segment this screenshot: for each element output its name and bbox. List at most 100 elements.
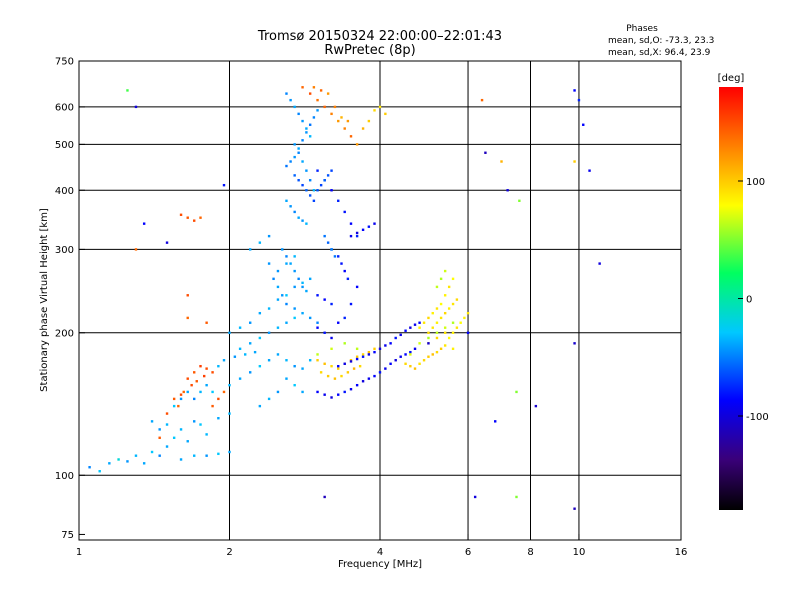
data-point	[409, 364, 412, 368]
data-point	[573, 160, 576, 163]
data-point	[276, 285, 280, 289]
data-point	[330, 336, 333, 340]
data-point	[285, 321, 288, 324]
data-point	[358, 364, 362, 368]
phases-x-line: mean, sd,X: 96.4, 23.9	[608, 48, 711, 58]
grid-lines	[79, 61, 681, 540]
data-point	[404, 329, 407, 332]
data-point	[316, 321, 319, 324]
data-point	[308, 123, 312, 126]
data-point	[238, 326, 242, 329]
data-point	[267, 331, 271, 334]
data-point	[267, 359, 271, 362]
data-point	[316, 353, 319, 356]
data-point	[349, 302, 353, 306]
data-point	[316, 326, 319, 329]
data-point	[418, 342, 421, 345]
data-point	[447, 336, 451, 340]
data-point	[308, 359, 312, 362]
data-point	[355, 357, 359, 361]
data-point	[258, 336, 262, 340]
data-point	[349, 234, 353, 238]
data-point	[399, 333, 402, 337]
data-point	[409, 326, 412, 329]
data-point	[431, 353, 434, 356]
data-point	[301, 390, 304, 394]
data-point	[211, 371, 214, 374]
data-point	[142, 462, 146, 465]
data-point	[361, 228, 365, 232]
data-point	[316, 294, 319, 297]
data-point	[285, 92, 288, 95]
data-point	[316, 189, 319, 192]
data-point	[312, 116, 316, 119]
data-point	[217, 452, 220, 456]
data-point	[199, 216, 202, 219]
data-point	[199, 390, 202, 394]
data-point	[117, 458, 120, 461]
y-tick-label: 300	[55, 245, 74, 256]
data-point	[233, 355, 237, 358]
data-point	[343, 269, 346, 273]
data-point	[172, 436, 176, 440]
data-point	[480, 98, 484, 102]
data-point	[484, 151, 487, 154]
data-point	[165, 412, 169, 415]
data-point	[289, 160, 292, 163]
data-point	[582, 123, 585, 126]
data-point	[205, 454, 208, 457]
data-point	[346, 371, 350, 374]
data-point	[577, 98, 581, 102]
data-point	[378, 347, 382, 351]
data-point	[439, 316, 443, 320]
data-point	[248, 321, 252, 324]
data-point	[205, 433, 208, 436]
data-point	[435, 331, 439, 334]
data-point	[399, 355, 402, 358]
data-point	[326, 92, 330, 95]
data-point	[435, 321, 439, 324]
data-point	[285, 359, 288, 362]
data-point	[435, 350, 439, 354]
data-point	[186, 377, 189, 380]
data-point	[293, 316, 296, 320]
data-point	[205, 383, 208, 387]
data-point	[253, 350, 257, 354]
data-point	[459, 321, 462, 324]
data-point	[267, 262, 271, 265]
data-point	[222, 390, 226, 394]
data-point	[297, 277, 300, 281]
data-point	[199, 423, 202, 426]
data-point	[355, 143, 359, 146]
data-point	[349, 135, 353, 138]
data-point	[179, 393, 183, 396]
data-point	[427, 331, 430, 334]
data-point	[500, 160, 503, 163]
data-point	[165, 445, 169, 448]
data-point	[330, 112, 333, 116]
data-point	[285, 262, 288, 265]
data-point	[244, 353, 247, 356]
data-point	[276, 353, 280, 356]
data-point	[293, 307, 296, 310]
y-tick-label: 75	[61, 530, 74, 541]
data-point	[202, 374, 206, 378]
data-point	[165, 423, 169, 426]
data-point	[427, 316, 430, 320]
data-point	[343, 210, 346, 214]
data-point	[337, 393, 340, 396]
data-point	[211, 404, 214, 408]
data-point	[258, 311, 262, 315]
phases-heading: Phases	[626, 24, 658, 34]
data-point	[361, 127, 365, 130]
data-point	[447, 285, 451, 289]
data-point	[330, 302, 333, 306]
data-point	[343, 127, 346, 130]
data-point	[258, 241, 262, 244]
data-point	[427, 355, 430, 358]
data-point	[267, 234, 271, 238]
data-point	[394, 336, 397, 340]
data-point	[340, 262, 343, 265]
colorbar-ticks: 100 0 -100	[738, 177, 769, 423]
